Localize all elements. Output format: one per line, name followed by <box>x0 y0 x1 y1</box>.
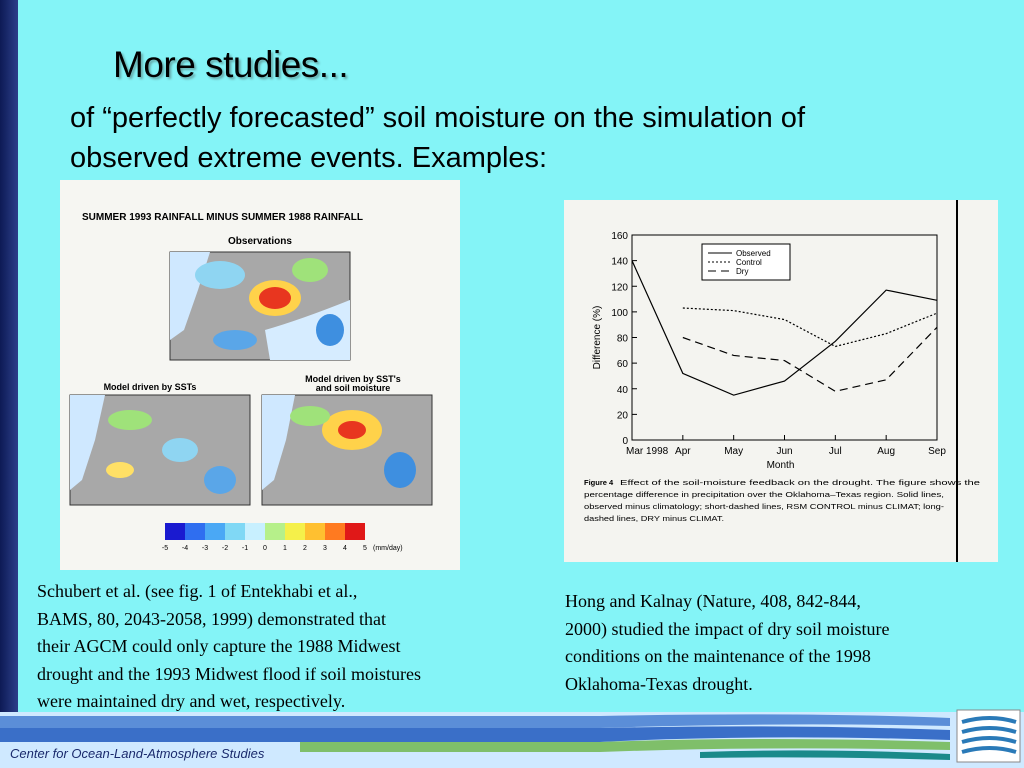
x-tick-label: Mar 1998 <box>626 446 669 457</box>
panel-label: Observations <box>228 236 292 247</box>
subtitle-line: of “perfectly forecasted” soil moisture … <box>70 102 805 134</box>
footer-text: Center for Ocean-Land-Atmosphere Studies <box>10 746 265 761</box>
x-tick-label: May <box>724 446 743 457</box>
colorbar-tick-label: 0 <box>263 545 267 552</box>
right-caption: Hong and Kalnay (Nature, 408, 842-844, 2… <box>565 588 889 698</box>
y-tick-label: 120 <box>611 282 628 293</box>
caption-line: Hong and Kalnay (Nature, 408, 842-844, <box>565 591 861 611</box>
y-tick-label: 20 <box>617 410 629 421</box>
caption-line: Schubert et al. (see fig. 1 of Entekhabi… <box>37 581 358 601</box>
figure-title: SUMMER 1993 RAINFALL MINUS SUMMER 1988 R… <box>82 212 363 223</box>
y-tick-label: 60 <box>617 359 629 370</box>
colorbar-tick-label: 5 <box>363 545 367 552</box>
colorbar-tick-label: -5 <box>162 545 168 552</box>
colorbar-tick-label: -3 <box>202 545 208 552</box>
caption-line: their AGCM could only capture the 1988 M… <box>37 636 401 656</box>
colorbar-tick-label: 2 <box>303 545 307 552</box>
map-sst <box>69 394 251 506</box>
x-tick-label: Sep <box>928 446 946 457</box>
series-line <box>682 307 938 348</box>
y-tick-label: 40 <box>617 385 629 396</box>
left-caption: Schubert et al. (see fig. 1 of Entekhabi… <box>37 578 421 716</box>
figure-caption-line: observed minus climatology; short-dashed… <box>584 502 945 511</box>
figure-caption-line: dashed lines, DRY minus CLIMAT. <box>584 514 724 523</box>
panel-label: and soil moisture <box>316 383 391 393</box>
colorbar <box>165 523 365 540</box>
colorbar-unit: (mm/day) <box>373 545 403 552</box>
y-tick-label: 80 <box>617 334 629 345</box>
colorbar-tick-label: -2 <box>222 545 228 552</box>
map-observations <box>169 251 351 361</box>
caption-line: conditions on the maintenance of the 199… <box>565 646 871 666</box>
y-tick-label: 0 <box>622 436 628 447</box>
panel-label: Model driven by SSTs <box>104 382 197 392</box>
x-tick-label: Jul <box>829 446 842 457</box>
caption-line: Oklahoma-Texas drought. <box>565 673 753 694</box>
colorbar-tick-label: 4 <box>343 545 347 552</box>
x-tick-label: Aug <box>877 446 895 457</box>
map-sst-soil <box>261 394 433 506</box>
series-line <box>631 260 938 396</box>
colorbar-tick-label: 3 <box>323 545 327 552</box>
legend-label: Dry <box>736 267 748 276</box>
y-tick-label: 100 <box>611 308 628 319</box>
y-tick-label: 160 <box>611 231 628 242</box>
figure-caption-line: percentage difference in precipitation o… <box>584 490 944 499</box>
legend-label: Observed <box>736 249 771 258</box>
colorbar-tick-label: -4 <box>182 545 188 552</box>
footer-waves <box>0 709 1024 768</box>
caption-line: were maintained dry and wet, respectivel… <box>37 691 346 711</box>
y-tick-label: 140 <box>611 257 628 268</box>
legend-label: Control <box>736 258 762 267</box>
caption-line: BAMS, 80, 2043-2058, 1999) demonstrated … <box>37 608 386 629</box>
caption-line: drought and the 1993 Midwest flood if so… <box>37 663 421 684</box>
caption-line: 2000) studied the impact of dry soil moi… <box>565 618 890 639</box>
slide-title: More studies... <box>113 44 349 85</box>
right-figure: 0 20 40 60 80 100 120 140 160 Mar 1998 Apr May Jun Ju… <box>564 200 998 562</box>
panel-label: Model driven by SST's <box>305 374 401 384</box>
x-axis-label: Month <box>767 460 795 471</box>
series-line <box>682 326 938 392</box>
figure-caption-line: Effect of the soil-moisture feedback on … <box>620 478 980 487</box>
colorbar-labels: -5 -4 -3 -2 -1 0 1 2 3 4 5 <box>162 545 367 552</box>
colorbar-tick-label: -1 <box>242 545 248 552</box>
subtitle-line: observed extreme events. Examples: <box>70 142 548 174</box>
colorbar-tick-label: 1 <box>283 545 287 552</box>
side-stripe <box>0 0 18 768</box>
left-figure: SUMMER 1993 RAINFALL MINUS SUMMER 1988 R… <box>60 180 460 570</box>
x-tick-label: Apr <box>675 446 691 457</box>
figure-caption-label: Figure 4 <box>584 478 614 487</box>
x-tick-label: Jun <box>776 446 792 457</box>
y-axis-label: Difference (%) <box>592 306 603 370</box>
